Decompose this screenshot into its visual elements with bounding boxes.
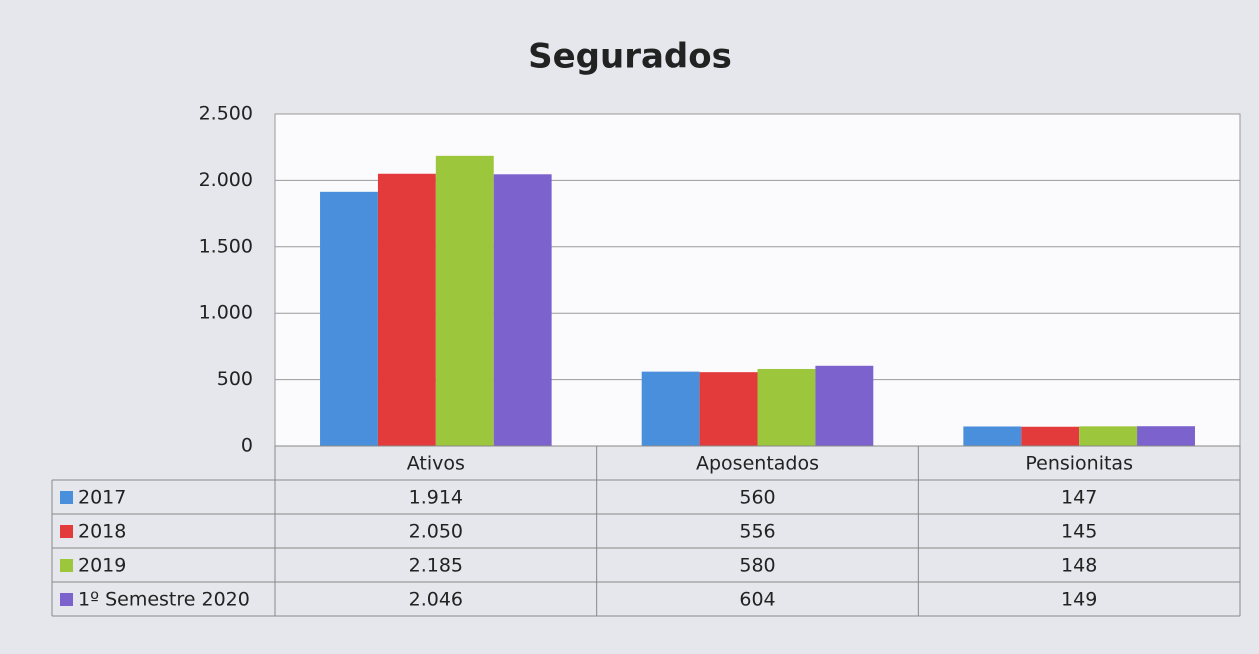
x-tick-label: Pensionitas bbox=[1025, 453, 1133, 475]
table-value: 556 bbox=[739, 521, 775, 543]
table-value: 2.046 bbox=[409, 589, 463, 611]
bar bbox=[493, 174, 552, 446]
bar bbox=[815, 365, 874, 446]
table-value: 580 bbox=[739, 555, 775, 577]
legend-swatch bbox=[60, 559, 73, 572]
x-tick-label: Ativos bbox=[407, 453, 465, 475]
legend-label: 2019 bbox=[78, 555, 126, 577]
y-tick-label: 1.500 bbox=[199, 235, 253, 257]
bar bbox=[1021, 426, 1080, 446]
table-value: 145 bbox=[1061, 521, 1097, 543]
legend-label: 1º Semestre 2020 bbox=[78, 589, 250, 611]
bar bbox=[699, 372, 758, 446]
bar bbox=[641, 371, 700, 446]
bar bbox=[320, 191, 378, 446]
bar bbox=[435, 155, 494, 446]
legend-swatch bbox=[60, 525, 73, 538]
legend-swatch bbox=[60, 593, 73, 606]
legend-swatch bbox=[60, 491, 73, 504]
bar bbox=[377, 173, 436, 446]
bar bbox=[1137, 426, 1195, 446]
x-tick-label: Aposentados bbox=[696, 453, 819, 475]
table-value: 148 bbox=[1061, 555, 1097, 577]
table-value: 149 bbox=[1061, 589, 1097, 611]
table-value: 147 bbox=[1061, 487, 1097, 509]
table-value: 604 bbox=[739, 589, 775, 611]
y-tick-label: 1.000 bbox=[199, 302, 253, 324]
legend-label: 2017 bbox=[78, 487, 126, 509]
chart-title: Segurados bbox=[528, 37, 732, 77]
bar bbox=[1079, 426, 1138, 446]
legend-label: 2018 bbox=[78, 521, 126, 543]
y-tick-label: 500 bbox=[217, 368, 253, 390]
table-value: 1.914 bbox=[409, 487, 463, 509]
y-tick-label: 2.000 bbox=[199, 169, 253, 191]
bar bbox=[963, 426, 1022, 446]
bar bbox=[757, 368, 816, 446]
y-tick-label: 0 bbox=[241, 435, 253, 457]
y-tick-label: 2.500 bbox=[199, 103, 253, 125]
table-value: 2.050 bbox=[409, 521, 463, 543]
table-value: 560 bbox=[739, 487, 775, 509]
table-value: 2.185 bbox=[409, 555, 463, 577]
